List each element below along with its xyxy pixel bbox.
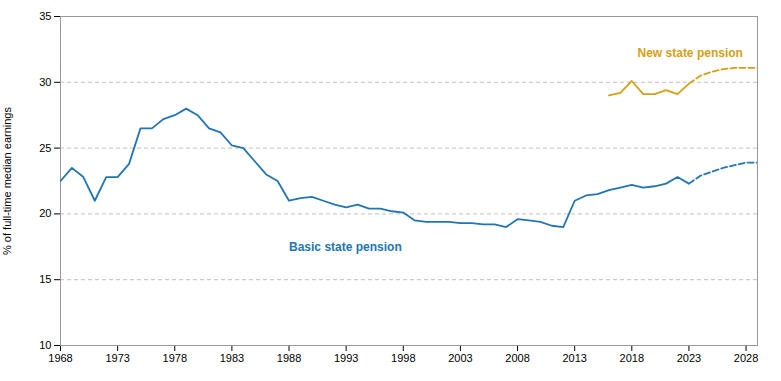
svg-text:1983: 1983 [220,352,244,364]
svg-text:New state pension: New state pension [638,46,743,60]
svg-text:2013: 2013 [562,352,586,364]
svg-text:25: 25 [39,142,51,154]
svg-text:1988: 1988 [277,352,301,364]
svg-text:30: 30 [39,76,51,88]
svg-text:2003: 2003 [448,352,472,364]
svg-text:1998: 1998 [391,352,415,364]
svg-text:10: 10 [39,339,51,351]
svg-text:1968: 1968 [48,352,72,364]
svg-text:Basic state pension: Basic state pension [289,240,402,254]
svg-text:2008: 2008 [505,352,529,364]
svg-text:2028: 2028 [734,352,758,364]
svg-text:20: 20 [39,207,51,219]
svg-text:35: 35 [39,10,51,22]
svg-text:15: 15 [39,273,51,285]
svg-text:1993: 1993 [334,352,358,364]
svg-text:2023: 2023 [677,352,701,364]
svg-text:1973: 1973 [105,352,129,364]
svg-text:% of full-time median earnings: % of full-time median earnings [1,107,13,255]
svg-text:2018: 2018 [620,352,644,364]
svg-text:1978: 1978 [163,352,187,364]
